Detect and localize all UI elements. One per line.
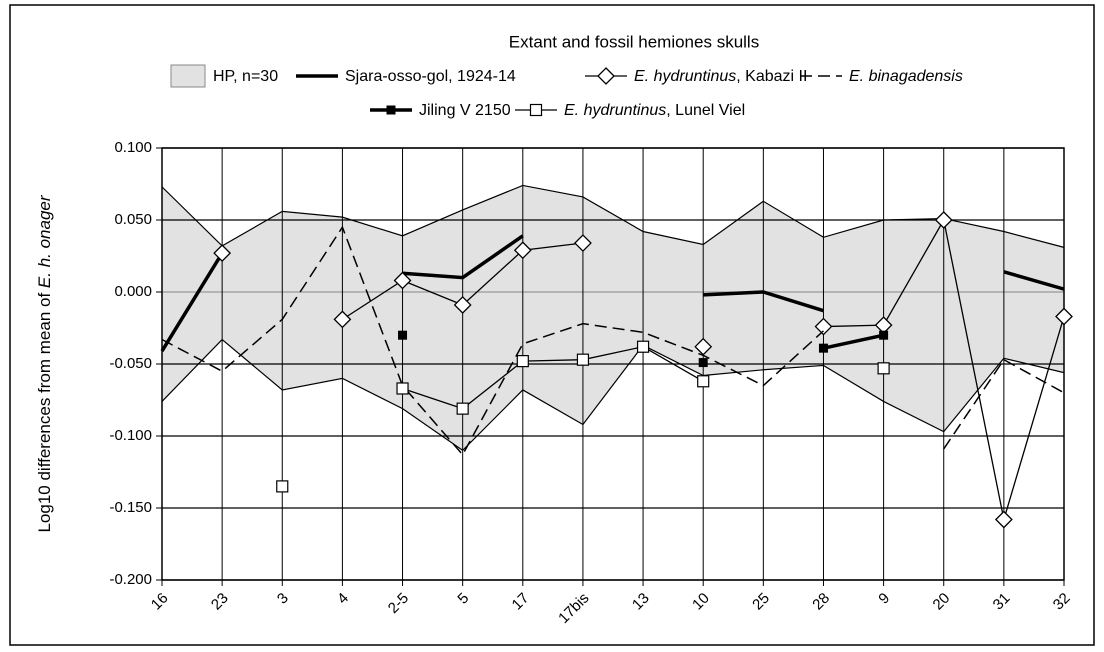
marker <box>818 343 828 353</box>
marker <box>597 67 615 85</box>
marker <box>698 358 708 368</box>
marker <box>636 340 650 353</box>
marker <box>877 362 890 375</box>
marker <box>576 353 590 366</box>
x-tick-label: 23 <box>208 590 232 614</box>
band-edge <box>161 184 1065 248</box>
y-tick-label: 0.100 <box>114 139 152 156</box>
marker <box>456 402 469 415</box>
legend-label: Jiling V 2150 <box>419 102 511 119</box>
band-area <box>162 185 1064 451</box>
marker <box>994 510 1013 529</box>
x-tick-label: 17bis <box>555 590 592 627</box>
series-line <box>160 234 1065 352</box>
legend-label: E. binagadensis <box>849 68 963 85</box>
y-tick-label: -0.100 <box>109 427 152 444</box>
x-tick-label: 3 <box>274 590 292 608</box>
marker <box>934 211 953 229</box>
marker <box>213 244 232 263</box>
x-tick-label: 13 <box>629 590 653 614</box>
y-tick-label: 0.000 <box>114 283 152 300</box>
band-edge <box>161 338 1065 452</box>
x-tick-label: 10 <box>689 590 713 614</box>
x-tick-label: 25 <box>749 590 773 614</box>
marker <box>879 330 889 340</box>
x-tick-label: 31 <box>990 590 1014 614</box>
marker <box>396 382 409 395</box>
marker <box>386 105 396 115</box>
marker <box>1055 307 1073 326</box>
chart-border <box>9 4 1095 646</box>
x-tick-label: 28 <box>809 590 833 614</box>
marker <box>453 296 472 314</box>
series-line <box>823 333 884 350</box>
x-tick-label: 20 <box>930 590 954 614</box>
marker <box>398 330 408 340</box>
marker <box>697 375 710 388</box>
marker <box>814 317 833 336</box>
legend-label: Sjara-osso-gol, 1924-14 <box>345 68 516 85</box>
x-tick-label: 4 <box>334 590 352 608</box>
marker <box>276 480 289 493</box>
marker <box>529 103 543 117</box>
marker <box>513 241 532 260</box>
legend-swatch <box>170 64 206 88</box>
series-line <box>161 225 1065 457</box>
legend-label: E. hydruntinus, Lunel Viel <box>564 102 745 119</box>
legend-label: E. hydruntinus, Kabazi II <box>634 68 807 85</box>
x-tick-label: 9 <box>875 590 893 608</box>
x-tick-label: 16 <box>148 590 172 614</box>
y-tick-label: -0.050 <box>109 355 152 372</box>
x-tick-label: 2-5 <box>385 590 412 617</box>
marker <box>516 355 529 368</box>
marker <box>333 310 352 329</box>
plot-border <box>161 147 1065 581</box>
x-tick-label: 32 <box>1050 590 1074 614</box>
y-axis-label: Log10 differences from mean of E. h. ona… <box>35 194 54 532</box>
y-tick-label: -0.200 <box>109 571 152 588</box>
legend-label: HP, n=30 <box>213 68 278 85</box>
x-tick-label: 17 <box>509 590 533 614</box>
y-tick-label: -0.150 <box>109 499 152 516</box>
marker <box>393 271 412 290</box>
x-tick-label: 5 <box>454 590 472 608</box>
y-tick-label: 0.050 <box>114 211 152 228</box>
marker <box>574 234 592 252</box>
chart-title: Extant and fossil hemiones skulls <box>509 32 759 51</box>
